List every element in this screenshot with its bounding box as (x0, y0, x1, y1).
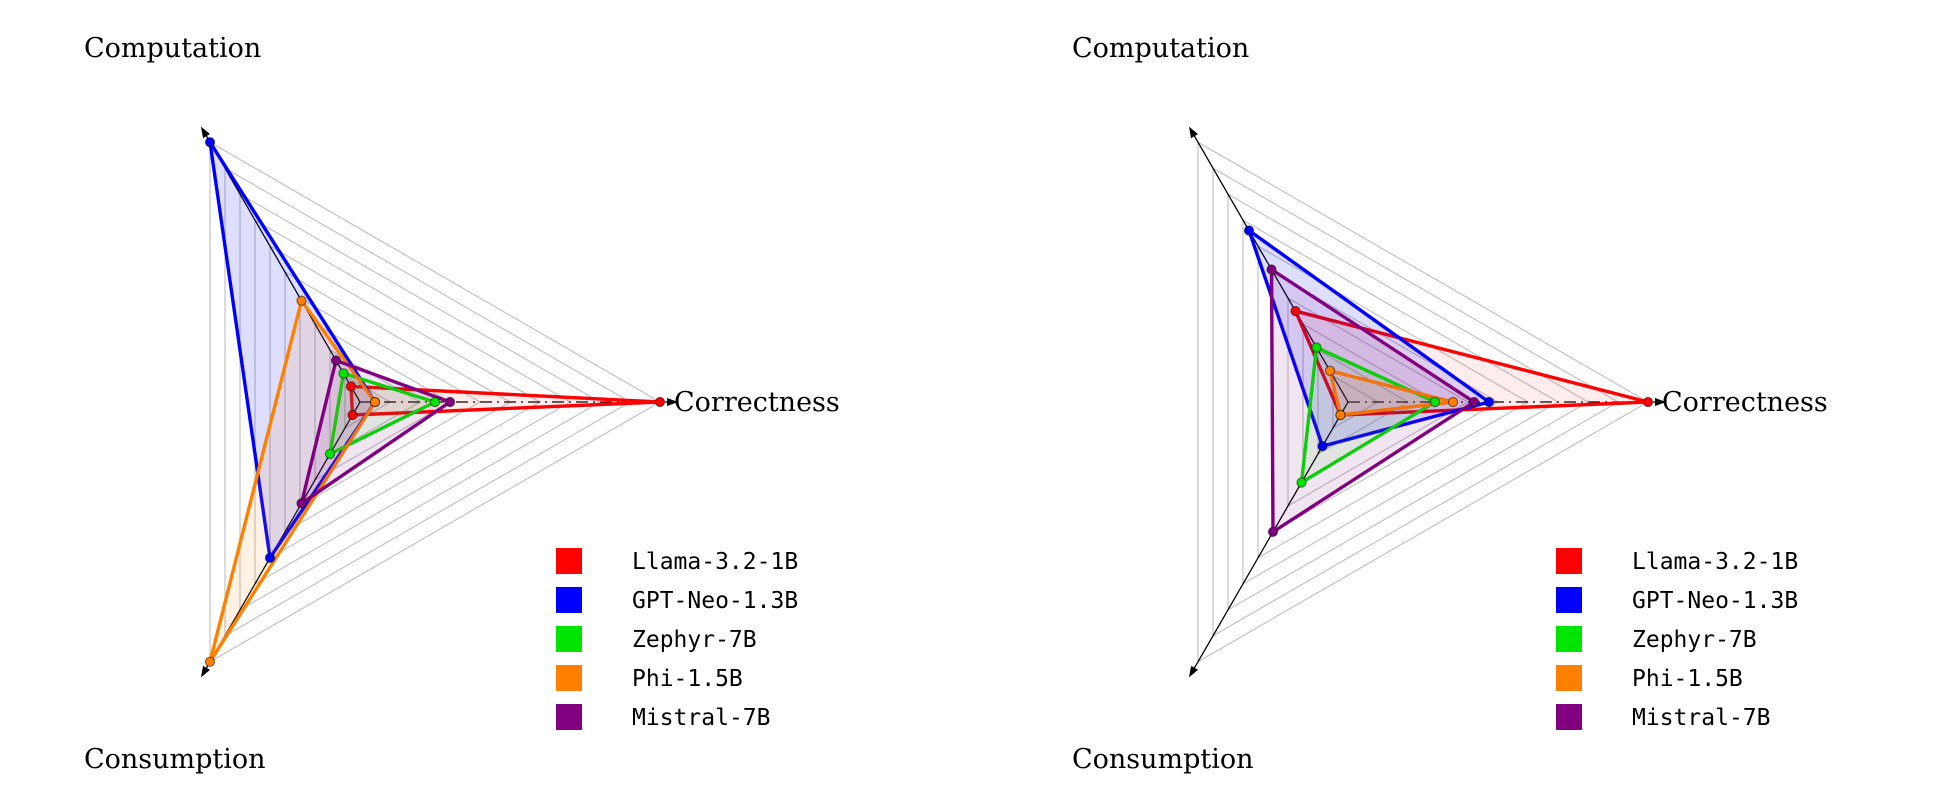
grid-ring (1227, 193, 1590, 611)
marker-llama-3-2-1b-correctness (1642, 396, 1654, 408)
marker-phi-1-5b-consumption (1335, 409, 1346, 421)
marker-mistral-7b-computation (1266, 264, 1277, 275)
legend-label-mistral-7b: Mistral-7B (1632, 705, 1770, 731)
axis-label-computation: Computation (84, 33, 261, 64)
marker-zephyr-7b-consumption (1296, 477, 1307, 488)
legend-left: Llama-3.2-1B GPT-Neo-1.3B Zephyr-7B Phi-1.5… (556, 548, 798, 731)
legend-swatch-phi-1-5b (556, 665, 582, 691)
legend-swatch-llama-3-2-1b (1556, 548, 1582, 574)
marker-zephyr-7b-correctness (429, 396, 441, 408)
legend-label-phi-1-5b: Phi-1.5B (632, 666, 743, 692)
marker-gpt-neo-1-3b-consumption (264, 552, 276, 564)
grid-ring (209, 141, 662, 663)
legend-label-zephyr-7b: Zephyr-7B (632, 627, 757, 653)
legend-swatch-zephyr-7b (556, 626, 582, 652)
axis-arrow-consumption (1189, 665, 1198, 678)
axis-label-consumption: Consumption (1072, 744, 1254, 775)
legend-label-llama-3-2-1b: Llama-3.2-1B (632, 549, 798, 575)
marker-phi-1-5b-consumption (204, 656, 216, 667)
marker-gpt-neo-1-3b-consumption (1317, 441, 1328, 452)
grid-ring (1257, 245, 1530, 559)
marker-mistral-7b-computation (330, 355, 342, 366)
axis-label-correctness: Correctness (1662, 387, 1828, 418)
legend-label-mistral-7b: Mistral-7B (632, 705, 770, 731)
marker-llama-3-2-1b-computation (345, 381, 357, 392)
grid-ring (1212, 167, 1620, 637)
legend-swatch-gpt-neo-1-3b (1556, 587, 1582, 613)
grid-ring (314, 323, 452, 481)
marker-gpt-neo-1-3b-correctness (1483, 396, 1495, 408)
radar-chart-right: Computation Correctness Consumption Llama-3… (1072, 33, 1828, 775)
legend-swatch-mistral-7b (556, 704, 582, 730)
marker-mistral-7b-correctness (444, 396, 456, 408)
grid-ring (1287, 297, 1470, 507)
marker-llama-3-2-1b-correctness (654, 396, 666, 408)
legend-label-gpt-neo-1-3b: GPT-Neo-1.3B (1632, 588, 1798, 614)
grid-ring (254, 219, 572, 585)
marker-zephyr-7b-consumption (324, 448, 336, 460)
grid-ring (1242, 219, 1560, 585)
series-polygon-mistral-7b (1269, 266, 1478, 536)
series-polygon-gpt-neo-1-3b (1245, 226, 1493, 449)
legend-swatch-mistral-7b (1556, 704, 1582, 730)
series-polygon-llama-3-2-1b (1292, 308, 1649, 417)
grid-ring (299, 297, 482, 507)
grid-ring (284, 271, 512, 533)
marker-phi-1-5b-correctness (1447, 396, 1459, 408)
marker-phi-1-5b-correctness (369, 396, 381, 408)
axis-arrow-computation (1189, 126, 1198, 139)
radar-chart-left: Computation Correctness Consumption Llama-3… (84, 33, 840, 775)
axis-arrow-correctness (1655, 398, 1666, 406)
marker-phi-1-5b-computation (1324, 365, 1336, 376)
legend-swatch-phi-1-5b (1556, 665, 1582, 691)
legend-label-phi-1-5b: Phi-1.5B (1632, 666, 1743, 692)
axis-label-correctness: Correctness (674, 387, 840, 418)
series-polygon-mistral-7b (298, 358, 454, 508)
axis-label-consumption: Consumption (84, 744, 266, 775)
grid-ring (224, 167, 632, 637)
legend-swatch-zephyr-7b (1556, 626, 1582, 652)
grid-ring (239, 193, 602, 611)
marker-gpt-neo-1-3b-computation (1243, 225, 1255, 236)
marker-llama-3-2-1b-computation (1290, 305, 1301, 317)
axis-label-computation: Computation (1072, 33, 1249, 64)
marker-mistral-7b-consumption (1267, 526, 1279, 538)
marker-zephyr-7b-computation (338, 368, 349, 379)
axis-arrow-computation (201, 126, 210, 139)
marker-zephyr-7b-correctness (1429, 396, 1441, 408)
axis-arrow-consumption (201, 665, 210, 678)
marker-llama-3-2-1b-consumption (347, 409, 358, 421)
marker-mistral-7b-correctness (1468, 396, 1480, 408)
legend-right: Llama-3.2-1B GPT-Neo-1.3B Zephyr-7B Phi-1.5… (1556, 548, 1798, 731)
legend-label-gpt-neo-1-3b: GPT-Neo-1.3B (632, 588, 798, 614)
series-polygon-phi-1-5b (208, 296, 378, 663)
marker-gpt-neo-1-3b-computation (204, 137, 216, 148)
marker-mistral-7b-consumption (296, 498, 307, 509)
legend-label-llama-3-2-1b: Llama-3.2-1B (1632, 549, 1798, 575)
series-polygon-phi-1-5b (1327, 368, 1454, 417)
grid-ring (1317, 348, 1410, 456)
grid-ring (1197, 141, 1650, 663)
legend-swatch-gpt-neo-1-3b (556, 587, 582, 613)
legend-swatch-llama-3-2-1b (556, 548, 582, 574)
marker-zephyr-7b-computation (1311, 342, 1322, 353)
grid-ring (269, 245, 542, 559)
axis-arrow-correctness (667, 398, 678, 406)
series-polygon-zephyr-7b (1299, 344, 1439, 486)
legend-label-zephyr-7b: Zephyr-7B (1632, 627, 1757, 653)
marker-phi-1-5b-computation (296, 295, 307, 306)
